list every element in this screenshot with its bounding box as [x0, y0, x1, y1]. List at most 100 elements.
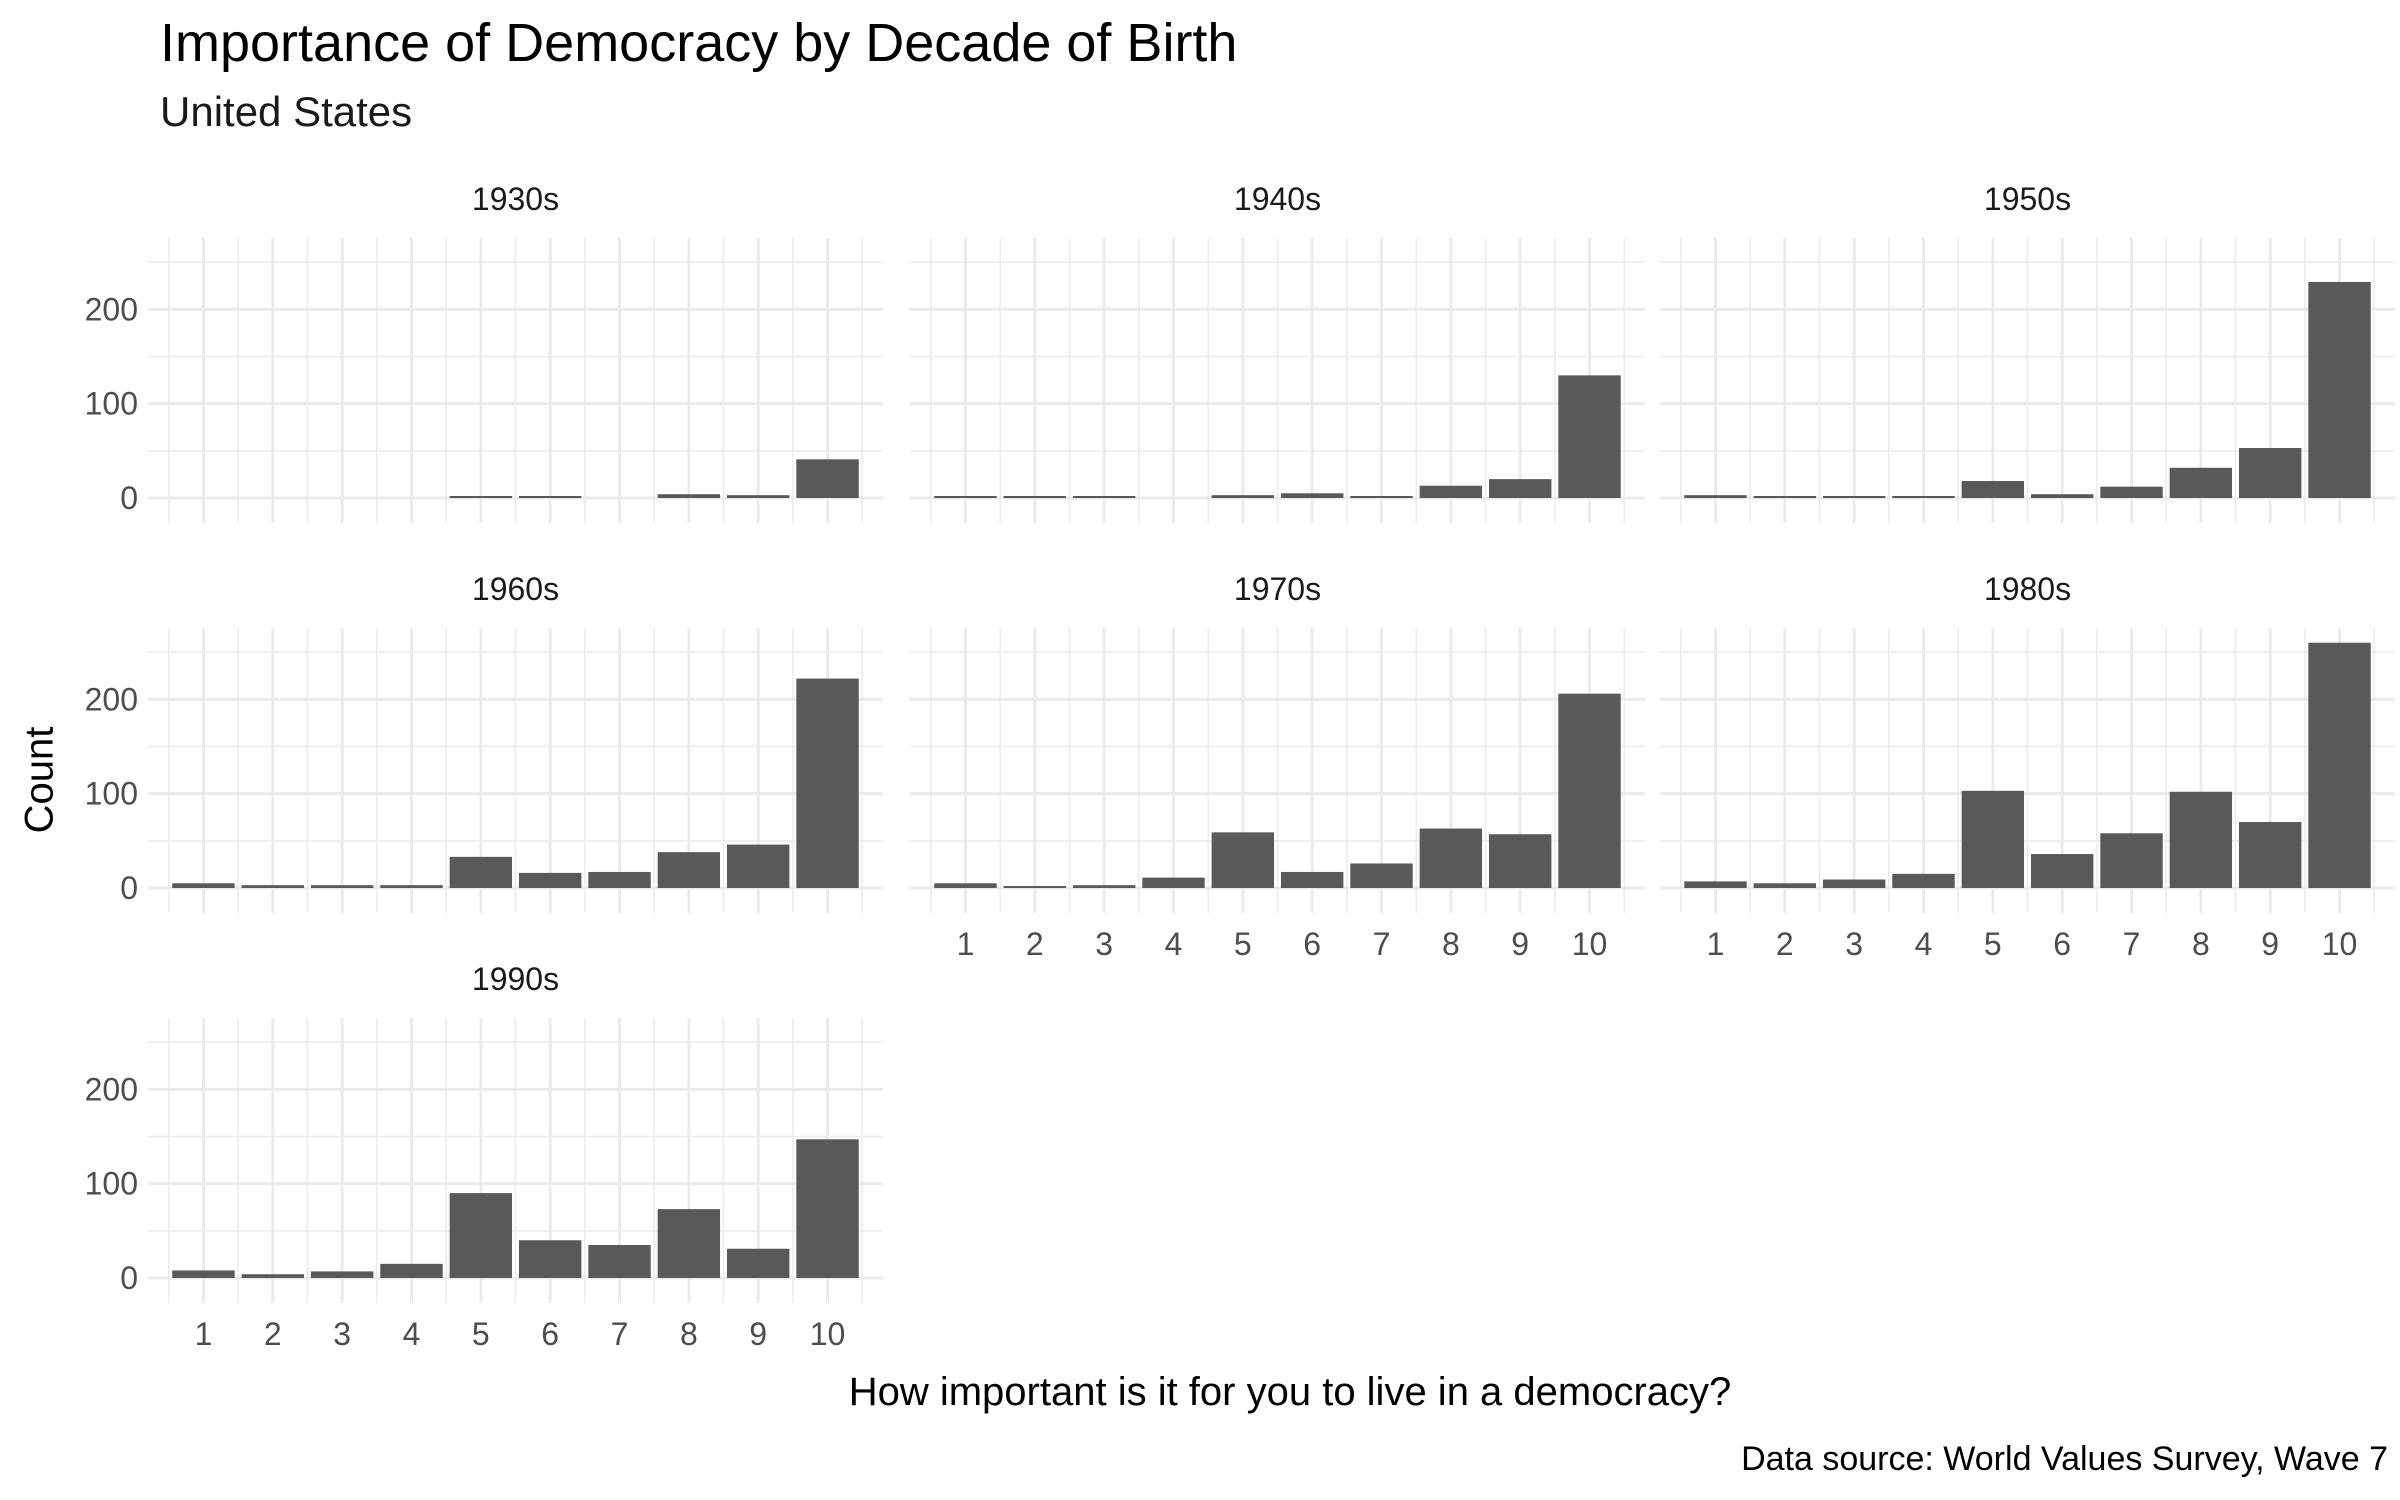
bar-1980s-5 [1961, 790, 2025, 888]
x-tick-label: 7 [1373, 926, 1391, 962]
facet-panel-1930s: 1930s 0 100 200 [85, 181, 883, 523]
x-tick-label: 4 [1915, 926, 1933, 962]
bar-1930s-5 [449, 496, 513, 498]
x-tick-label: 6 [2053, 926, 2071, 962]
bar-1950s-8 [2169, 467, 2233, 498]
x-tick-label: 8 [1442, 926, 1460, 962]
y-tick-label: 0 [120, 870, 138, 906]
bar-1970s-1 [934, 883, 997, 888]
bar-1960s-2 [241, 885, 305, 888]
x-tick-label: 6 [541, 1316, 559, 1352]
facet-panel-1980s: 1980s 1 2 3 4 5 6 7 8 9 10 [1660, 571, 2395, 962]
bar-1960s-7 [588, 871, 651, 888]
bar-1990s-1 [172, 1270, 235, 1278]
bar-1990s-10 [796, 1139, 859, 1278]
bar-1940s-2 [1003, 496, 1067, 498]
y-axis-title: Count [0, 700, 80, 860]
x-tick-label: 3 [1845, 926, 1863, 962]
y-tick-label: 200 [85, 1071, 138, 1107]
y-tick-label: 0 [120, 1260, 138, 1296]
x-tick-label: 7 [611, 1316, 629, 1352]
bar-1930s-10 [796, 459, 859, 498]
bar-1960s-9 [726, 844, 790, 888]
x-tick-label: 9 [1511, 926, 1529, 962]
bar-1930s-8 [657, 494, 721, 498]
bar-1990s-9 [726, 1248, 790, 1278]
y-axis-title-text: Count [17, 726, 62, 834]
bar-1940s-9 [1488, 479, 1552, 498]
bar-1970s-4 [1142, 877, 1205, 888]
bar-1990s-8 [657, 1209, 721, 1278]
y-tick-label: 100 [85, 386, 138, 422]
bar-1970s-3 [1072, 885, 1136, 888]
x-tick-label: 2 [264, 1316, 282, 1352]
x-tick-label: 1 [1707, 926, 1725, 962]
bar-1990s-4 [380, 1263, 443, 1278]
bar-1950s-3 [1822, 496, 1886, 498]
caption: Data source: World Values Survey, Wave 7 [1741, 1440, 2388, 1478]
facet-label: 1950s [1984, 181, 2071, 217]
facet-panel-1940s: 1940s [910, 181, 1645, 523]
bar-1940s-6 [1280, 493, 1344, 498]
x-tick-label: 3 [333, 1316, 351, 1352]
bar-1970s-10 [1558, 693, 1621, 888]
x-tick-label: 1 [957, 926, 975, 962]
x-tick-label: 9 [2261, 926, 2279, 962]
bar-1980s-7 [2100, 833, 2163, 888]
x-tick-label: 8 [680, 1316, 698, 1352]
bar-1940s-10 [1558, 375, 1621, 498]
facet-label: 1930s [472, 181, 559, 217]
bar-1950s-9 [2238, 448, 2302, 498]
x-tick-label: 3 [1095, 926, 1113, 962]
x-tick-label: 7 [2123, 926, 2141, 962]
y-tick-label: 100 [85, 776, 138, 812]
x-tick-label: 10 [810, 1316, 846, 1352]
bar-1960s-4 [380, 885, 443, 888]
x-tick-label: 9 [749, 1316, 767, 1352]
y-tick-label: 0 [120, 480, 138, 516]
bar-1980s-3 [1822, 879, 1886, 888]
x-tick-label: 4 [403, 1316, 421, 1352]
facet-panel-1960s: 1960s 0 100 200 [85, 571, 883, 913]
bar-1960s-5 [449, 856, 513, 888]
x-tick-label: 10 [1572, 926, 1608, 962]
facet-panel-1990s: 1990s 0 100 200 1 2 3 4 5 6 7 8 9 10 [85, 961, 883, 1352]
x-tick-label: 1 [195, 1316, 213, 1352]
chart-title: Importance of Democracy by Decade of Bir… [160, 13, 1238, 73]
bar-1960s-3 [310, 885, 374, 888]
bar-1970s-6 [1280, 871, 1344, 888]
bar-1980s-2 [1753, 883, 1817, 888]
bar-1950s-1 [1684, 495, 1747, 498]
x-axis-title: How important is it for you to live in a… [848, 1370, 1732, 1414]
bar-1980s-8 [2169, 791, 2233, 888]
bar-1960s-6 [518, 872, 582, 888]
bar-1930s-9 [726, 495, 790, 498]
bar-1990s-3 [310, 1271, 374, 1278]
bar-1970s-7 [1350, 863, 1413, 888]
facet-panel-1950s: 1950s [1660, 181, 2395, 523]
y-tick-label: 100 [85, 1166, 138, 1202]
facet-label: 1980s [1984, 571, 2071, 607]
bar-1950s-7 [2100, 486, 2163, 498]
bar-1980s-4 [1892, 873, 1955, 888]
facet-label: 1960s [472, 571, 559, 607]
bar-1970s-8 [1419, 828, 1483, 888]
bar-1950s-10 [2308, 281, 2371, 498]
facet-label: 1940s [1234, 181, 1321, 217]
y-tick-label: 200 [85, 291, 138, 327]
bar-1990s-5 [449, 1193, 513, 1278]
bar-1990s-7 [588, 1244, 651, 1278]
x-tick-label: 10 [2322, 926, 2358, 962]
x-tick-label: 4 [1165, 926, 1183, 962]
bar-1940s-3 [1072, 496, 1136, 498]
bar-1940s-8 [1419, 485, 1483, 498]
bar-1950s-2 [1753, 496, 1817, 498]
bar-1960s-8 [657, 852, 721, 888]
bar-1950s-6 [2030, 494, 2094, 498]
bar-1930s-6 [518, 496, 582, 498]
facet-label: 1990s [472, 961, 559, 997]
bar-1950s-4 [1892, 496, 1955, 498]
bar-1970s-2 [1003, 886, 1067, 888]
bar-1980s-1 [1684, 881, 1747, 888]
